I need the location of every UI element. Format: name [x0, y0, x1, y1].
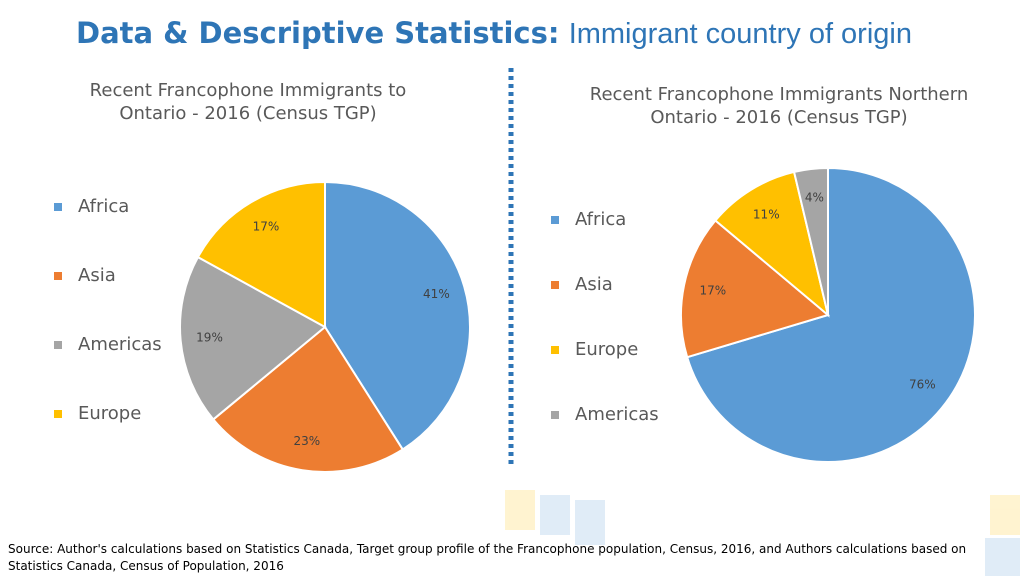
- legend-swatch: [551, 346, 559, 354]
- pie-slice: [680, 219, 831, 359]
- data-label: 4%: [805, 191, 824, 205]
- data-label: 19%: [196, 330, 223, 344]
- slide-title: Data & Descriptive Statistics: Immigrant…: [76, 16, 912, 51]
- legend-swatch: [54, 203, 62, 211]
- chart-title: Recent Francophone Immigrants to Ontario…: [89, 80, 407, 124]
- data-label: 17%: [699, 284, 726, 298]
- data-label: 76%: [909, 378, 936, 392]
- legend-swatch: [551, 281, 559, 289]
- data-label: 17%: [253, 220, 280, 234]
- legend-swatch: [54, 341, 62, 349]
- legend-label: Americas: [575, 404, 659, 425]
- legend-label: Africa: [575, 209, 626, 230]
- legend-label: Europe: [575, 339, 638, 360]
- legend-swatch: [54, 272, 62, 280]
- title-bold: Data & Descriptive Statistics:: [76, 16, 560, 50]
- legend-swatch: [551, 411, 559, 419]
- legend-swatch: [54, 410, 62, 418]
- pie-slice: [211, 325, 405, 473]
- pie-slice: [685, 166, 976, 463]
- pie-slice: [179, 255, 327, 421]
- pie-slice: [713, 170, 830, 318]
- data-label: 11%: [753, 207, 780, 221]
- data-label: 23%: [294, 434, 321, 448]
- legend-label: Europe: [78, 403, 141, 424]
- pie-slice: [196, 180, 326, 329]
- pie-slice: [792, 166, 829, 316]
- legend-label: Asia: [575, 274, 613, 295]
- background-decoration: [505, 490, 1020, 576]
- legend-label: Americas: [78, 334, 162, 355]
- data-label: 41%: [423, 287, 450, 301]
- legend-label: Africa: [78, 196, 129, 217]
- chart-title: Recent Francophone Immigrants Northern O…: [589, 84, 969, 128]
- source-note: Source: Author's calculations based on S…: [8, 542, 967, 573]
- title-rest: Immigrant country of origin: [568, 18, 912, 50]
- legend-label: Asia: [78, 265, 116, 286]
- legend-swatch: [551, 216, 559, 224]
